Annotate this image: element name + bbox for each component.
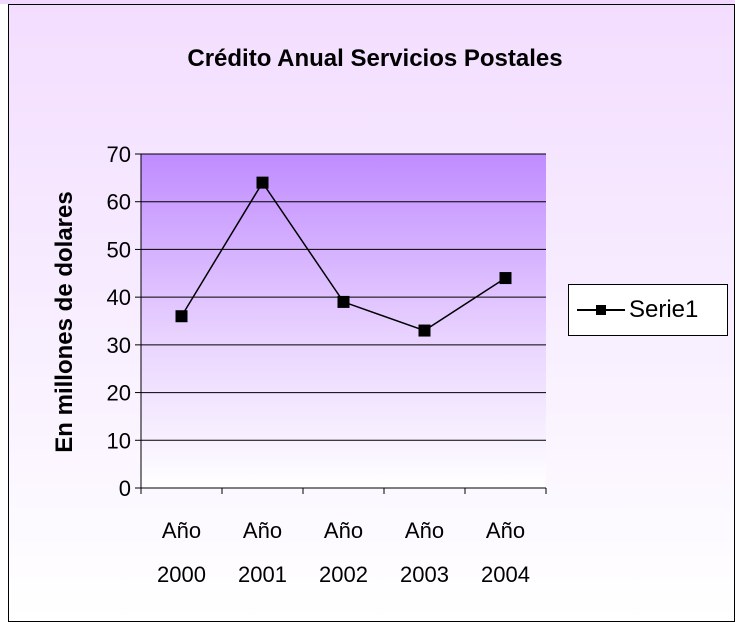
y-tick-label-0: 0 [119, 476, 131, 501]
y-tick-label-60: 60 [107, 190, 131, 215]
plot-background [141, 154, 546, 488]
data-point-0-3 [419, 325, 431, 337]
x-tick-label-0: Año 2000 [157, 518, 206, 587]
legend-label-serie1: Serie1 [629, 296, 698, 324]
data-point-0-2 [338, 296, 350, 308]
y-tick-label-50: 50 [107, 237, 131, 262]
data-point-0-0 [176, 310, 188, 322]
data-point-0-4 [500, 272, 512, 284]
x-tick-label-2: Año 2002 [319, 518, 368, 587]
y-tick-label-30: 30 [107, 333, 131, 358]
data-point-0-1 [257, 177, 269, 189]
chart-title: Crédito Anual Servicios Postales [187, 45, 562, 72]
legend-line-marker-icon [577, 300, 625, 320]
y-axis-label: En millones de dolares [51, 191, 78, 452]
y-tick-label-40: 40 [107, 285, 131, 310]
x-tick-label-3: Año 2003 [400, 518, 449, 587]
plot-area: 0 10 20 30 40 50 60 70 Año 2000 Año 2001 Año 2002 Año 2… [107, 142, 546, 587]
x-tick-label-4: Año 2004 [481, 518, 530, 587]
legend: Serie1 [568, 284, 728, 336]
y-tick-label-20: 20 [107, 381, 131, 406]
x-tick-label-1: Año 2001 [238, 518, 287, 587]
y-tick-label-10: 10 [107, 428, 131, 453]
y-tick-label-70: 70 [107, 142, 131, 167]
